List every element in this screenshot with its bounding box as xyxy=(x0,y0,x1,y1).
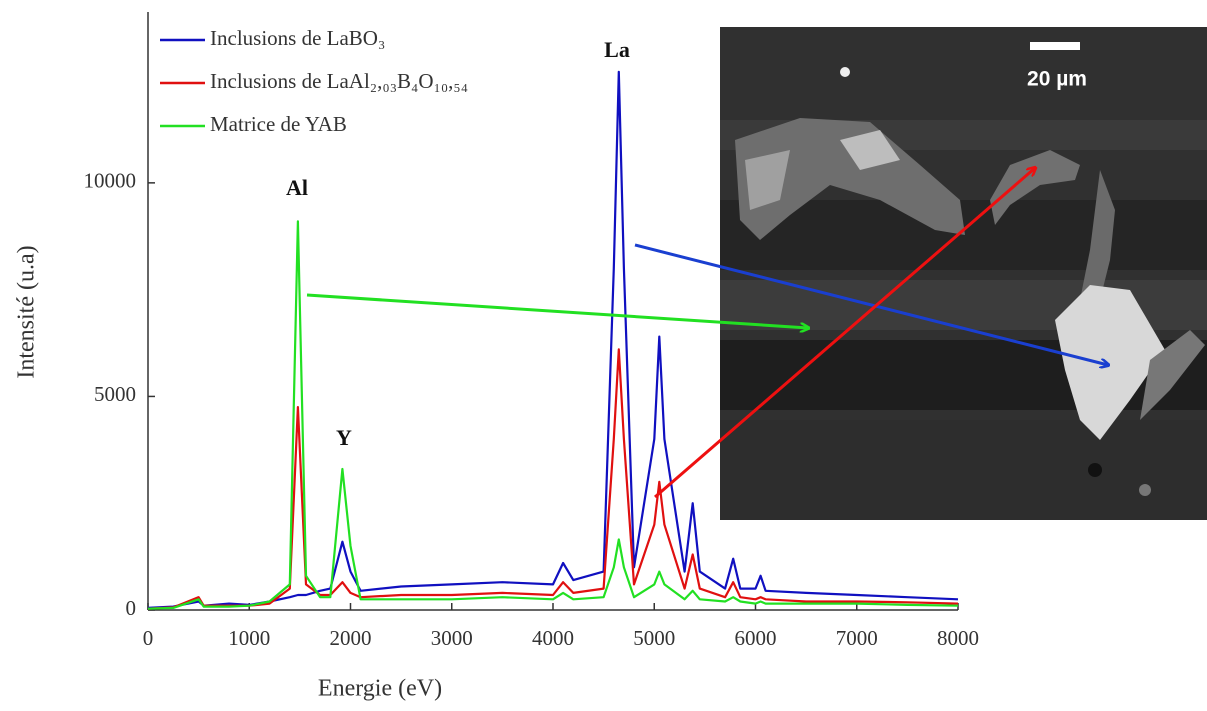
series-line xyxy=(147,220,959,610)
arrows xyxy=(306,168,1108,499)
legend-label: Inclusions de LaBO₃ xyxy=(210,26,385,50)
x-tick-label: 3000 xyxy=(431,626,473,650)
y-axis-label: Intensité (u.a) xyxy=(14,245,40,378)
series-line xyxy=(147,70,959,609)
annotation: La xyxy=(604,37,630,62)
series-line xyxy=(147,348,959,610)
x-tick-label: 6000 xyxy=(735,626,777,650)
annotation: 20 µm xyxy=(1027,68,1087,91)
x-tick-label: 7000 xyxy=(836,626,878,650)
x-tick-label: 8000 xyxy=(937,626,979,650)
sem-image xyxy=(720,27,1207,520)
y-tick-label: 5000 xyxy=(94,382,136,406)
x-tick-label: 0 xyxy=(143,626,154,650)
annotation: Y xyxy=(336,425,352,450)
x-tick-label: 4000 xyxy=(532,626,574,650)
y-tick-label: 0 xyxy=(126,596,137,620)
x-tick-label: 2000 xyxy=(330,626,372,650)
legend-label: Matrice de YAB xyxy=(210,112,347,136)
x-tick-label: 1000 xyxy=(228,626,270,650)
x-axis-label: Energie (eV) xyxy=(318,676,442,702)
legend-label: Inclusions de LaAl₂,₀₃B₄O₁₀,₅₄ xyxy=(210,69,468,93)
y-tick-label: 10000 xyxy=(84,169,137,193)
annotation: Al xyxy=(286,175,308,200)
x-tick-label: 5000 xyxy=(633,626,675,650)
